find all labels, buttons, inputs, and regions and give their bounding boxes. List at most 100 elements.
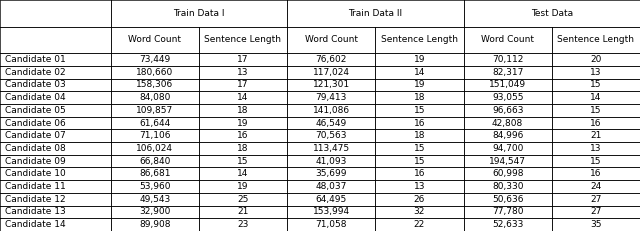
Text: Candidate 09: Candidate 09 xyxy=(5,157,66,166)
Text: 14: 14 xyxy=(590,93,602,102)
Text: 17: 17 xyxy=(237,55,249,64)
Text: Candidate 04: Candidate 04 xyxy=(5,93,66,102)
Text: 35: 35 xyxy=(590,220,602,229)
Text: 13: 13 xyxy=(413,182,425,191)
Text: 13: 13 xyxy=(590,144,602,153)
Text: Candidate 14: Candidate 14 xyxy=(5,220,66,229)
Text: Word Count: Word Count xyxy=(305,35,358,44)
Text: Train Data I: Train Data I xyxy=(173,9,225,18)
Text: 15: 15 xyxy=(590,106,602,115)
Text: 106,024: 106,024 xyxy=(136,144,173,153)
Text: 15: 15 xyxy=(413,157,425,166)
Text: 32,900: 32,900 xyxy=(139,207,170,216)
Text: 16: 16 xyxy=(413,169,425,178)
Text: 41,093: 41,093 xyxy=(316,157,347,166)
Text: Train Data II: Train Data II xyxy=(348,9,403,18)
Text: 141,086: 141,086 xyxy=(313,106,350,115)
Text: 27: 27 xyxy=(590,195,602,204)
Text: 32: 32 xyxy=(413,207,425,216)
Text: Candidate 12: Candidate 12 xyxy=(5,195,66,204)
Text: 66,840: 66,840 xyxy=(139,157,170,166)
Text: 25: 25 xyxy=(237,195,249,204)
Text: 16: 16 xyxy=(237,131,249,140)
Text: 19: 19 xyxy=(237,119,249,128)
Text: 96,663: 96,663 xyxy=(492,106,524,115)
Text: 84,996: 84,996 xyxy=(492,131,524,140)
Text: 15: 15 xyxy=(590,157,602,166)
Text: Candidate 05: Candidate 05 xyxy=(5,106,66,115)
Text: 60,998: 60,998 xyxy=(492,169,524,178)
Text: 61,644: 61,644 xyxy=(139,119,170,128)
Text: Candidate 10: Candidate 10 xyxy=(5,169,66,178)
Text: 158,306: 158,306 xyxy=(136,80,173,89)
Text: 14: 14 xyxy=(237,169,249,178)
Text: 180,660: 180,660 xyxy=(136,68,173,77)
Text: Candidate 06: Candidate 06 xyxy=(5,119,66,128)
Text: Candidate 13: Candidate 13 xyxy=(5,207,66,216)
Text: 49,543: 49,543 xyxy=(139,195,170,204)
Text: 73,449: 73,449 xyxy=(139,55,170,64)
Text: Word Count: Word Count xyxy=(128,35,181,44)
Text: Word Count: Word Count xyxy=(481,35,534,44)
Text: Candidate 11: Candidate 11 xyxy=(5,182,66,191)
Text: 113,475: 113,475 xyxy=(313,144,350,153)
Text: Sentence Length: Sentence Length xyxy=(381,35,458,44)
Text: 76,602: 76,602 xyxy=(316,55,347,64)
Text: Sentence Length: Sentence Length xyxy=(205,35,282,44)
Text: 153,994: 153,994 xyxy=(313,207,350,216)
Text: Test Data: Test Data xyxy=(531,9,573,18)
Text: 77,780: 77,780 xyxy=(492,207,524,216)
Text: 52,633: 52,633 xyxy=(492,220,524,229)
Text: 15: 15 xyxy=(413,144,425,153)
Text: 71,106: 71,106 xyxy=(139,131,170,140)
Text: 13: 13 xyxy=(237,68,249,77)
Text: 22: 22 xyxy=(414,220,425,229)
Text: 18: 18 xyxy=(413,131,425,140)
Text: Candidate 07: Candidate 07 xyxy=(5,131,66,140)
Text: 35,699: 35,699 xyxy=(316,169,347,178)
Text: 194,547: 194,547 xyxy=(489,157,526,166)
Text: 27: 27 xyxy=(590,207,602,216)
Text: 79,413: 79,413 xyxy=(316,93,347,102)
Text: 15: 15 xyxy=(590,80,602,89)
Text: 50,636: 50,636 xyxy=(492,195,524,204)
Text: 26: 26 xyxy=(413,195,425,204)
Text: 18: 18 xyxy=(237,144,249,153)
Text: Candidate 02: Candidate 02 xyxy=(5,68,66,77)
Text: 15: 15 xyxy=(413,106,425,115)
Text: 80,330: 80,330 xyxy=(492,182,524,191)
Text: 89,908: 89,908 xyxy=(139,220,170,229)
Text: 42,808: 42,808 xyxy=(492,119,524,128)
Text: 121,301: 121,301 xyxy=(313,80,350,89)
Text: 13: 13 xyxy=(590,68,602,77)
Text: 71,058: 71,058 xyxy=(316,220,347,229)
Text: 86,681: 86,681 xyxy=(139,169,170,178)
Text: 19: 19 xyxy=(413,80,425,89)
Text: 70,112: 70,112 xyxy=(492,55,524,64)
Text: 21: 21 xyxy=(590,131,602,140)
Text: Candidate 08: Candidate 08 xyxy=(5,144,66,153)
Text: 53,960: 53,960 xyxy=(139,182,170,191)
Text: 23: 23 xyxy=(237,220,249,229)
Text: 16: 16 xyxy=(413,119,425,128)
Text: Sentence Length: Sentence Length xyxy=(557,35,634,44)
Text: 24: 24 xyxy=(590,182,602,191)
Text: 84,080: 84,080 xyxy=(139,93,170,102)
Text: 19: 19 xyxy=(237,182,249,191)
Text: 17: 17 xyxy=(237,80,249,89)
Text: 117,024: 117,024 xyxy=(313,68,349,77)
Text: 18: 18 xyxy=(413,93,425,102)
Text: Candidate 03: Candidate 03 xyxy=(5,80,66,89)
Text: 16: 16 xyxy=(590,169,602,178)
Text: 19: 19 xyxy=(413,55,425,64)
Text: 18: 18 xyxy=(237,106,249,115)
Text: 21: 21 xyxy=(237,207,249,216)
Text: 14: 14 xyxy=(237,93,249,102)
Text: 15: 15 xyxy=(237,157,249,166)
Text: 109,857: 109,857 xyxy=(136,106,173,115)
Text: 94,700: 94,700 xyxy=(492,144,524,153)
Text: 151,049: 151,049 xyxy=(489,80,526,89)
Text: 14: 14 xyxy=(413,68,425,77)
Text: 64,495: 64,495 xyxy=(316,195,347,204)
Text: 82,317: 82,317 xyxy=(492,68,524,77)
